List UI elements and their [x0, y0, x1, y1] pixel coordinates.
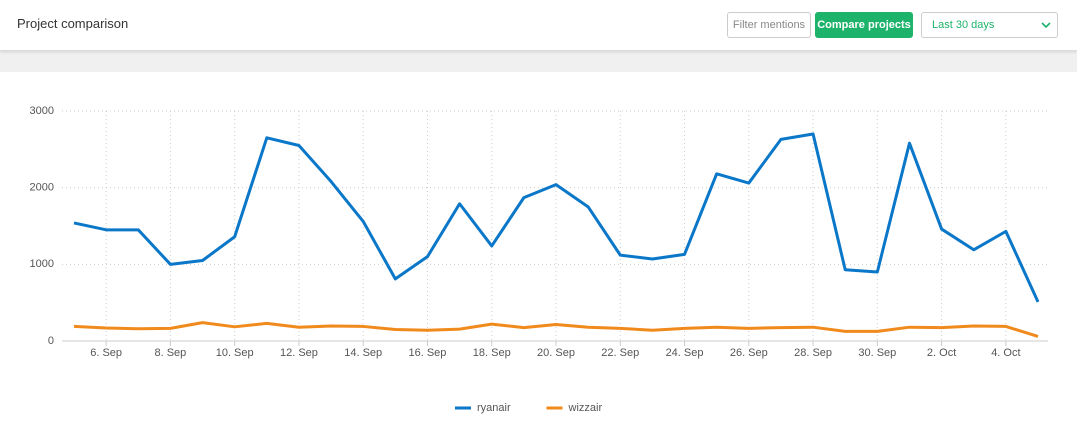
- series-line: [73, 132, 1040, 303]
- x-tick-label: 12. Sep: [280, 347, 318, 359]
- x-tick-label: 2. Oct: [927, 347, 956, 359]
- chevron-icon: [1041, 22, 1051, 29]
- x-tick-label: 8. Sep: [154, 347, 186, 359]
- x-tick-label: 14. Sep: [344, 347, 382, 359]
- x-tick-label: 26. Sep: [730, 347, 768, 359]
- y-tick-label: 1000: [30, 258, 54, 270]
- x-tick-label: 30. Sep: [858, 347, 896, 359]
- x-tick-label: 6. Sep: [90, 347, 122, 359]
- date-range-select[interactable]: Last 30 days: [921, 12, 1058, 38]
- x-tick-label: 28. Sep: [794, 347, 832, 359]
- legend-label: wizzair: [568, 402, 603, 414]
- y-tick-label: 3000: [30, 105, 54, 117]
- x-tick-label: 10. Sep: [216, 347, 254, 359]
- x-tick-label: 20. Sep: [537, 347, 575, 359]
- page-title: Project comparison: [17, 16, 129, 31]
- x-tick-label: 4. Oct: [991, 347, 1020, 359]
- series-line: [73, 321, 1039, 338]
- compare-button[interactable]: Compare projects: [815, 12, 913, 38]
- toolbar-strip: [0, 51, 1077, 72]
- filter-button[interactable]: Filter mentions: [727, 12, 811, 38]
- x-tick-label: 22. Sep: [601, 347, 639, 359]
- header: Project comparison Filter mentions Compa…: [0, 0, 1077, 51]
- y-tick-label: 0: [48, 335, 54, 347]
- date-range-text: Last 30 days: [932, 19, 995, 31]
- x-tick-label: 16. Sep: [409, 347, 447, 359]
- legend-label: ryanair: [477, 402, 511, 414]
- x-tick-label: 18. Sep: [473, 347, 511, 359]
- x-tick-label: 24. Sep: [666, 347, 704, 359]
- y-tick-label: 2000: [30, 182, 54, 194]
